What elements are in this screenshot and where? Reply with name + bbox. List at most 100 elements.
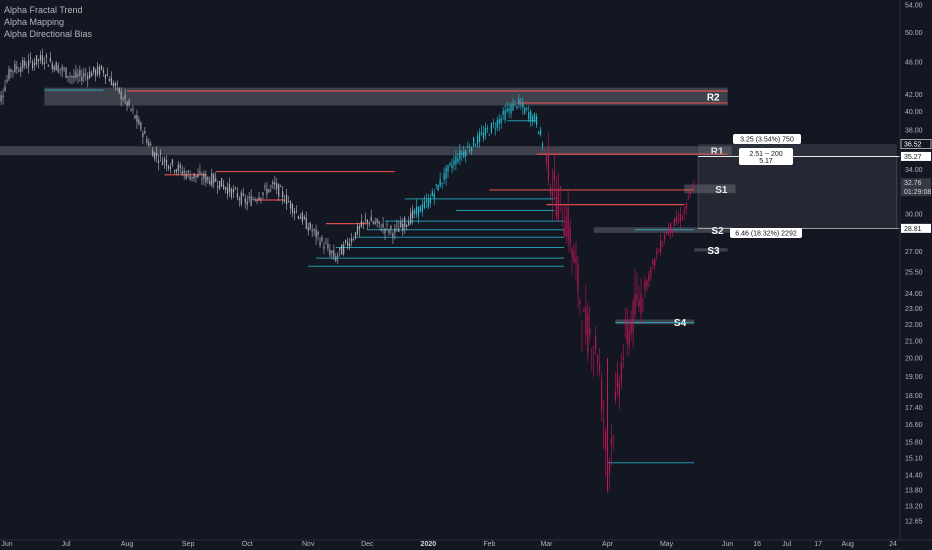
candle-body <box>244 198 246 203</box>
candle-body <box>646 280 648 287</box>
candle-body <box>435 184 437 186</box>
position-stop-label: 6.46 (18.32%) 2292 <box>730 228 802 238</box>
position-target-label-text: 3.25 (3.54%) 750 <box>740 137 794 144</box>
candle-body <box>278 184 280 197</box>
price-tag-text: 28.81 <box>904 226 922 233</box>
candle-body <box>150 144 152 146</box>
candle-body <box>486 128 489 130</box>
candle-body <box>156 153 158 157</box>
candle-body <box>207 176 209 181</box>
legend-item-directional-bias[interactable]: Alpha Directional Bias <box>4 29 93 39</box>
candle-body <box>234 188 236 189</box>
price-tag: 35.27 <box>901 151 931 161</box>
candle-body <box>222 184 225 189</box>
candle-body <box>347 241 349 246</box>
legend-item-fractal-trend[interactable]: Alpha Fractal Trend <box>4 5 83 15</box>
candle-body <box>358 226 361 230</box>
zone-label-s4: S4 <box>674 318 687 329</box>
candle-body <box>604 431 607 451</box>
candle-body <box>339 247 341 251</box>
candle-body <box>221 178 223 187</box>
candle-body <box>61 66 63 71</box>
price-tag: 28.81 <box>901 223 931 233</box>
candle-body <box>689 191 691 195</box>
candle-body <box>26 67 28 69</box>
candle-body <box>126 101 128 106</box>
candle-body <box>246 201 248 205</box>
candle-body <box>63 68 65 70</box>
candle-body <box>382 223 384 228</box>
candle-body <box>41 55 44 64</box>
candle-body <box>276 183 278 190</box>
candle-body <box>167 165 170 169</box>
candle-body <box>577 265 579 291</box>
candle-body <box>31 61 34 69</box>
candle-body <box>380 229 382 231</box>
candle-body <box>337 255 339 257</box>
candle-body <box>134 115 136 119</box>
candle-body <box>309 223 311 230</box>
candle-body <box>640 294 642 315</box>
candle-body <box>120 91 122 99</box>
candle-body <box>280 186 282 188</box>
candle-body <box>350 237 353 242</box>
candle-body <box>343 244 345 255</box>
candle-body <box>321 237 323 241</box>
candle-body <box>317 231 319 235</box>
candle-body <box>636 295 638 299</box>
candle-body <box>179 164 181 168</box>
candle-body <box>55 62 57 71</box>
candle-body <box>687 195 689 197</box>
x-tick-label: Apr <box>602 541 614 548</box>
candle-body <box>0 95 2 102</box>
candle-body <box>291 204 294 213</box>
legend-item-mapping[interactable]: Alpha Mapping <box>4 17 65 27</box>
candle-body <box>439 179 441 187</box>
candle-body <box>512 103 514 111</box>
candle-body <box>410 213 412 224</box>
candle-body <box>193 173 195 179</box>
candle-body <box>390 225 392 230</box>
price-tag-text: 32.76 <box>904 180 922 187</box>
candle-body <box>504 110 506 121</box>
candle-body <box>274 182 276 185</box>
y-tick-label: 14.40 <box>905 472 923 479</box>
candle-body <box>165 160 168 166</box>
price-axis[interactable]: 54.0050.0046.0042.0040.0038.0034.0032.00… <box>905 3 923 526</box>
candle-body <box>177 164 179 171</box>
y-tick-label: 42.00 <box>905 92 923 99</box>
candle-body <box>400 221 402 228</box>
candle-body <box>366 219 368 224</box>
candle-body <box>413 210 416 214</box>
candle-body <box>482 133 485 139</box>
candle-body <box>484 127 487 136</box>
candle-body <box>81 76 83 81</box>
candle-body <box>589 328 591 335</box>
time-axis[interactable]: Jun Jul Aug Sep Oct Nov Dec 2020 Feb Mar Apr May Jun… <box>1 541 897 548</box>
y-tick-label: 21.00 <box>905 338 923 345</box>
candle-body <box>47 64 49 67</box>
candle-body <box>628 331 630 346</box>
candle-body <box>240 192 242 205</box>
zone-label-r2: R2 <box>707 93 720 104</box>
candle-body <box>102 70 105 73</box>
candle-body <box>451 164 453 168</box>
candle-body <box>43 62 46 65</box>
candle-body <box>242 193 244 196</box>
candle-body <box>205 174 207 183</box>
candle-layer <box>0 48 695 494</box>
candle-body <box>427 199 429 208</box>
x-tick-label: Mar <box>540 541 553 548</box>
x-tick-label: Oct <box>242 541 253 548</box>
candle-body <box>252 199 254 200</box>
candle-body <box>506 108 508 112</box>
candle-body <box>95 69 97 76</box>
x-tick-label: 2020 <box>421 541 437 548</box>
candle-body <box>494 127 496 129</box>
candle-body <box>455 156 457 165</box>
x-tick-label: Aug <box>841 541 854 548</box>
candle-body <box>417 206 420 217</box>
candle-body <box>85 74 87 76</box>
candle-body <box>408 221 410 226</box>
